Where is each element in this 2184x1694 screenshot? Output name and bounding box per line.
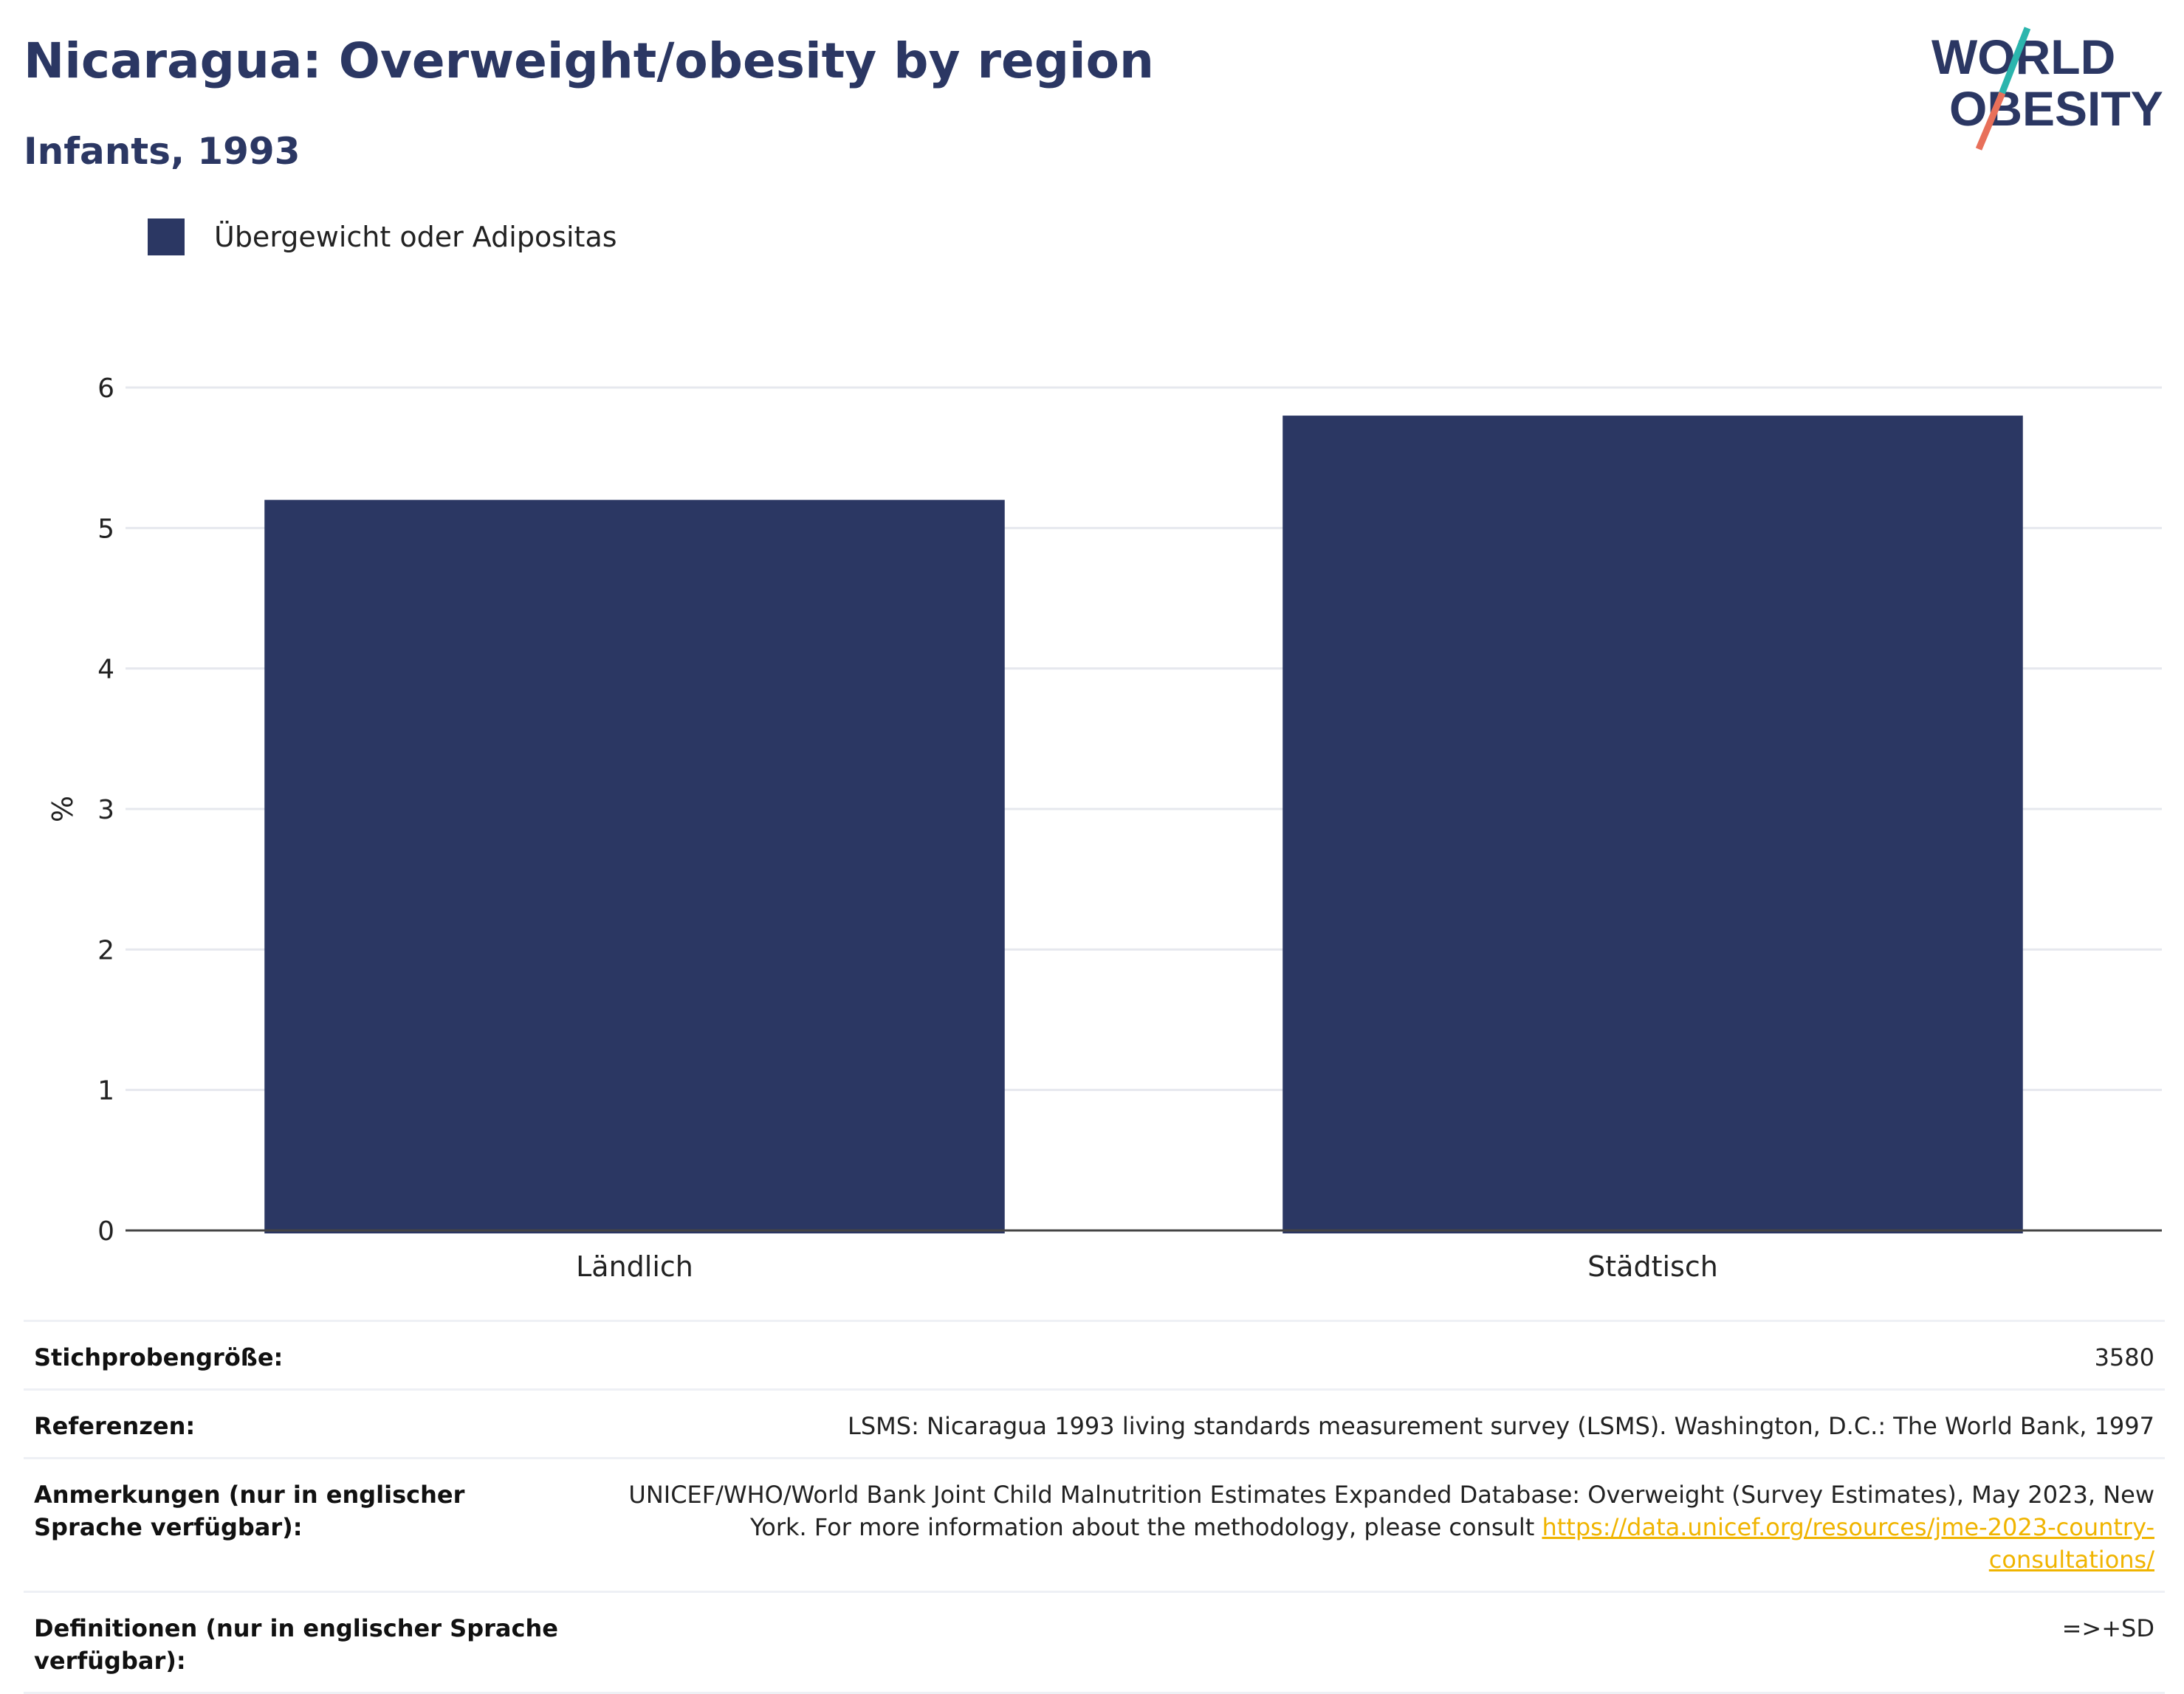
bar-staedtisch (1282, 416, 2023, 1233)
logo-slash-coral (1975, 92, 2006, 151)
logo-line2: OBESITY (1949, 81, 2163, 136)
footer-row: Referenzen: LSMS: Nicaragua 1993 living s… (24, 1388, 2165, 1457)
footer-row-label: Referenzen: (34, 1412, 196, 1440)
footer-row-label: Stichprobengröße: (34, 1343, 284, 1371)
world-obesity-logo: WORLD OBESITY (1920, 22, 2171, 155)
y-tick-label: 2 (97, 935, 114, 965)
legend-swatch (148, 218, 185, 255)
y-tick-label: 5 (97, 514, 114, 544)
legend[interactable]: Übergewicht oder Adipositas (148, 218, 617, 255)
y-tick-label: 4 (97, 655, 114, 685)
methodology-link[interactable]: https://data.unicef.org/resources/jme-20… (1542, 1513, 2154, 1574)
x-tick-label: Ländlich (576, 1250, 693, 1283)
chart-title: Nicaragua: Overweight/obesity by region (24, 32, 1154, 89)
footer-row-value: 3580 (2094, 1343, 2154, 1371)
footer-row-value: =>+SD (2061, 1614, 2154, 1642)
footer-row: Definitionen (nur in englischer Sprache … (24, 1591, 2165, 1694)
footer-row-value: UNICEF/WHO/World Bank Joint Child Malnut… (628, 1481, 2154, 1574)
bar-chart: 0 1 2 3 4 5 6% Ländlich Städtisch (45, 373, 2162, 1283)
y-tick-label: 6 (97, 373, 114, 404)
y-tick-label: 3 (97, 795, 114, 825)
logo-slash-teal (1997, 27, 2031, 97)
footer-row: Anmerkungen (nur in englischer Sprache v… (24, 1457, 2165, 1591)
x-tick-label: Städtisch (1587, 1250, 1718, 1283)
chart-subtitle: Infants, 1993 (24, 130, 301, 173)
y-tick-label: 1 (97, 1076, 114, 1106)
y-tick-label: 0 (97, 1216, 114, 1247)
bar-laendlich (264, 500, 1005, 1233)
footer-row-label: Anmerkungen (nur in englischer Sprache v… (34, 1481, 465, 1541)
footer-table: Stichprobengröße: 3580 Referenzen: LSMS: Ni… (24, 1320, 2165, 1694)
footer-row: Stichprobengröße: 3580 (24, 1320, 2165, 1388)
footer-row-value: LSMS: Nicaragua 1993 living standards me… (848, 1412, 2154, 1440)
footer-row-label: Definitionen (nur in englischer Sprache … (34, 1614, 558, 1675)
legend-label: Übergewicht oder Adipositas (214, 221, 617, 253)
y-axis-label: % (45, 796, 78, 822)
